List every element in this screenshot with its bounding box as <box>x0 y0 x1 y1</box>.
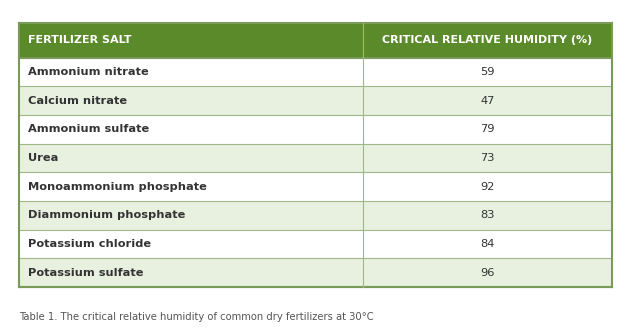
Bar <box>19 144 363 172</box>
Bar <box>19 258 363 287</box>
Text: Calcium nitrate: Calcium nitrate <box>28 96 127 106</box>
Bar <box>363 258 612 287</box>
Text: 96: 96 <box>480 268 495 278</box>
Bar <box>363 58 612 86</box>
Text: CRITICAL RELATIVE HUMIDITY (%): CRITICAL RELATIVE HUMIDITY (%) <box>382 35 593 46</box>
Text: Monoammonium phosphate: Monoammonium phosphate <box>28 182 207 192</box>
Bar <box>363 201 612 230</box>
Text: Ammonium nitrate: Ammonium nitrate <box>28 67 149 77</box>
Text: 84: 84 <box>480 239 495 249</box>
Text: 83: 83 <box>480 211 495 220</box>
Bar <box>19 86 363 115</box>
Text: 79: 79 <box>480 124 495 134</box>
Text: Potassium sulfate: Potassium sulfate <box>28 268 144 278</box>
Text: Diammonium phosphate: Diammonium phosphate <box>28 211 186 220</box>
Bar <box>19 58 363 86</box>
Bar <box>363 172 612 201</box>
Text: Table 1. The critical relative humidity of common dry fertilizers at 30°C: Table 1. The critical relative humidity … <box>19 312 374 322</box>
Bar <box>363 230 612 258</box>
Bar <box>19 230 363 258</box>
Bar <box>19 201 363 230</box>
Bar <box>363 115 612 144</box>
Text: Potassium chloride: Potassium chloride <box>28 239 151 249</box>
Bar <box>363 144 612 172</box>
Bar <box>19 115 363 144</box>
Text: 59: 59 <box>480 67 495 77</box>
Bar <box>363 86 612 115</box>
Text: Ammonium sulfate: Ammonium sulfate <box>28 124 150 134</box>
Text: FERTILIZER SALT: FERTILIZER SALT <box>28 35 132 46</box>
Text: 47: 47 <box>480 96 495 106</box>
Text: 73: 73 <box>480 153 495 163</box>
Text: 92: 92 <box>480 182 495 192</box>
Bar <box>19 172 363 201</box>
Text: Urea: Urea <box>28 153 59 163</box>
